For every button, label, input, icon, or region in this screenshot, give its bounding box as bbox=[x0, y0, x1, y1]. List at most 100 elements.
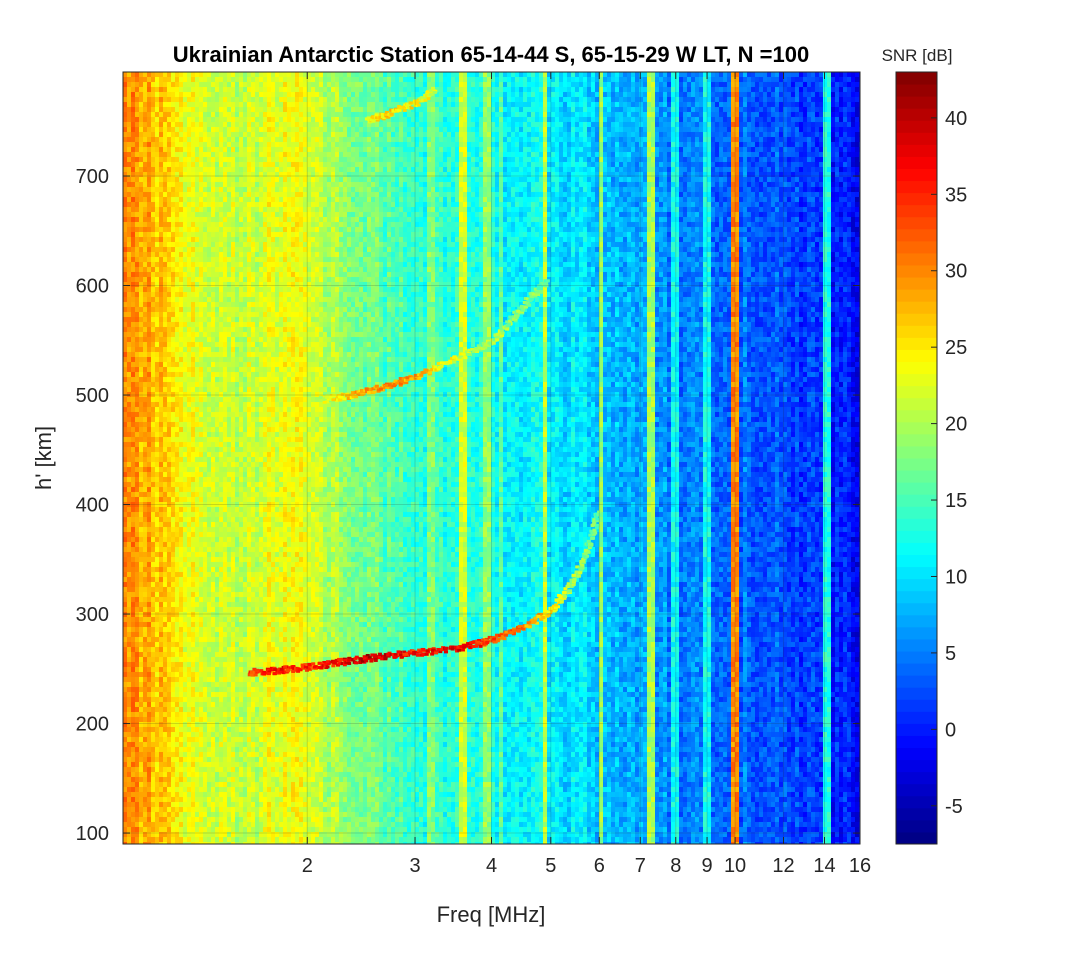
heatmap-cell bbox=[239, 407, 244, 413]
heatmap-cell bbox=[207, 822, 212, 828]
heatmap-cell bbox=[219, 767, 224, 773]
heatmap-cell bbox=[183, 422, 188, 428]
heatmap-cell bbox=[139, 192, 144, 198]
heatmap-cell bbox=[127, 422, 132, 428]
heatmap-cell bbox=[247, 587, 252, 593]
heatmap-cell bbox=[139, 107, 144, 113]
heatmap-cell bbox=[159, 597, 164, 603]
heatmap-cell bbox=[187, 297, 192, 303]
heatmap-cell bbox=[231, 87, 236, 93]
heatmap-cell bbox=[155, 377, 160, 383]
heatmap-cell bbox=[159, 702, 164, 708]
heatmap-cell bbox=[147, 122, 152, 128]
heatmap-cell bbox=[231, 812, 236, 818]
heatmap-cell bbox=[143, 127, 148, 133]
heatmap-cell bbox=[175, 187, 180, 193]
heatmap-cell bbox=[203, 552, 208, 558]
heatmap-cell bbox=[163, 787, 168, 793]
heatmap-cell bbox=[147, 237, 152, 243]
heatmap-cell bbox=[223, 312, 228, 318]
heatmap-cell bbox=[159, 527, 164, 533]
heatmap-cell bbox=[239, 242, 244, 248]
heatmap-cell bbox=[243, 557, 248, 563]
heatmap-cell bbox=[123, 147, 128, 153]
heatmap-cell bbox=[127, 772, 132, 778]
heatmap-cell bbox=[151, 477, 156, 483]
heatmap-cell bbox=[191, 257, 196, 263]
heatmap-cell bbox=[155, 652, 160, 658]
heatmap-cell bbox=[179, 602, 184, 608]
heatmap-cell bbox=[195, 302, 200, 308]
heatmap-cell bbox=[227, 82, 232, 88]
heatmap-cell bbox=[203, 647, 208, 653]
heatmap-cell bbox=[207, 242, 212, 248]
heatmap-cell bbox=[183, 717, 188, 723]
heatmap-cell bbox=[147, 312, 152, 318]
heatmap-cell bbox=[231, 597, 236, 603]
heatmap-cell bbox=[203, 782, 208, 788]
heatmap-cell bbox=[211, 332, 216, 338]
heatmap-cell bbox=[199, 287, 204, 293]
heatmap-cell bbox=[191, 92, 196, 98]
heatmap-cell bbox=[159, 352, 164, 358]
heatmap-cell bbox=[127, 622, 132, 628]
heatmap-cell bbox=[235, 437, 240, 443]
heatmap-cell bbox=[239, 702, 244, 708]
heatmap-cell bbox=[207, 137, 212, 143]
heatmap-cell bbox=[247, 547, 252, 553]
heatmap-cell bbox=[219, 357, 224, 363]
heatmap-cell bbox=[199, 322, 204, 328]
heatmap-cell bbox=[127, 767, 132, 773]
heatmap-cell bbox=[203, 262, 208, 268]
heatmap-cell bbox=[235, 87, 240, 93]
heatmap-cell bbox=[203, 717, 208, 723]
heatmap-cell bbox=[175, 672, 180, 678]
heatmap-cell bbox=[135, 137, 140, 143]
heatmap-cell bbox=[215, 757, 220, 763]
heatmap-cell bbox=[151, 412, 156, 418]
heatmap-cell bbox=[167, 292, 172, 298]
heatmap-cell bbox=[199, 477, 204, 483]
heatmap-cell bbox=[143, 142, 148, 148]
heatmap-cell bbox=[127, 732, 132, 738]
heatmap-cell bbox=[207, 597, 212, 603]
heatmap-cell bbox=[203, 597, 208, 603]
heatmap-cell bbox=[123, 152, 128, 158]
heatmap-cell bbox=[203, 577, 208, 583]
heatmap-cell bbox=[175, 822, 180, 828]
heatmap-cell bbox=[143, 632, 148, 638]
heatmap-cell bbox=[223, 362, 228, 368]
heatmap-cell bbox=[243, 117, 248, 123]
heatmap-cell bbox=[143, 187, 148, 193]
heatmap-cell bbox=[219, 367, 224, 373]
heatmap-cell bbox=[219, 347, 224, 353]
heatmap-cell bbox=[239, 177, 244, 183]
heatmap-cell bbox=[167, 812, 172, 818]
heatmap-cell bbox=[247, 567, 252, 573]
heatmap-cell bbox=[147, 677, 152, 683]
heatmap-cell bbox=[243, 207, 248, 213]
heatmap-cell bbox=[239, 337, 244, 343]
heatmap-cell bbox=[219, 607, 224, 613]
heatmap-cell bbox=[243, 697, 248, 703]
heatmap-cell bbox=[243, 517, 248, 523]
heatmap-cell bbox=[203, 747, 208, 753]
heatmap-cell bbox=[203, 82, 208, 88]
heatmap-cell bbox=[159, 237, 164, 243]
heatmap-cell bbox=[227, 817, 232, 823]
heatmap-cell bbox=[123, 547, 128, 553]
heatmap-cell bbox=[139, 527, 144, 533]
heatmap-cell bbox=[247, 432, 252, 438]
heatmap-cell bbox=[231, 682, 236, 688]
heatmap-cell bbox=[167, 222, 172, 228]
heatmap-cell bbox=[231, 167, 236, 173]
heatmap-cell bbox=[247, 627, 252, 633]
heatmap-cell bbox=[211, 382, 216, 388]
heatmap-cell bbox=[183, 162, 188, 168]
heatmap-cell bbox=[207, 212, 212, 218]
heatmap-cell bbox=[231, 412, 236, 418]
heatmap-cell bbox=[171, 597, 176, 603]
heatmap-cell bbox=[251, 202, 256, 208]
heatmap-cell bbox=[231, 527, 236, 533]
heatmap-cell bbox=[131, 297, 136, 303]
